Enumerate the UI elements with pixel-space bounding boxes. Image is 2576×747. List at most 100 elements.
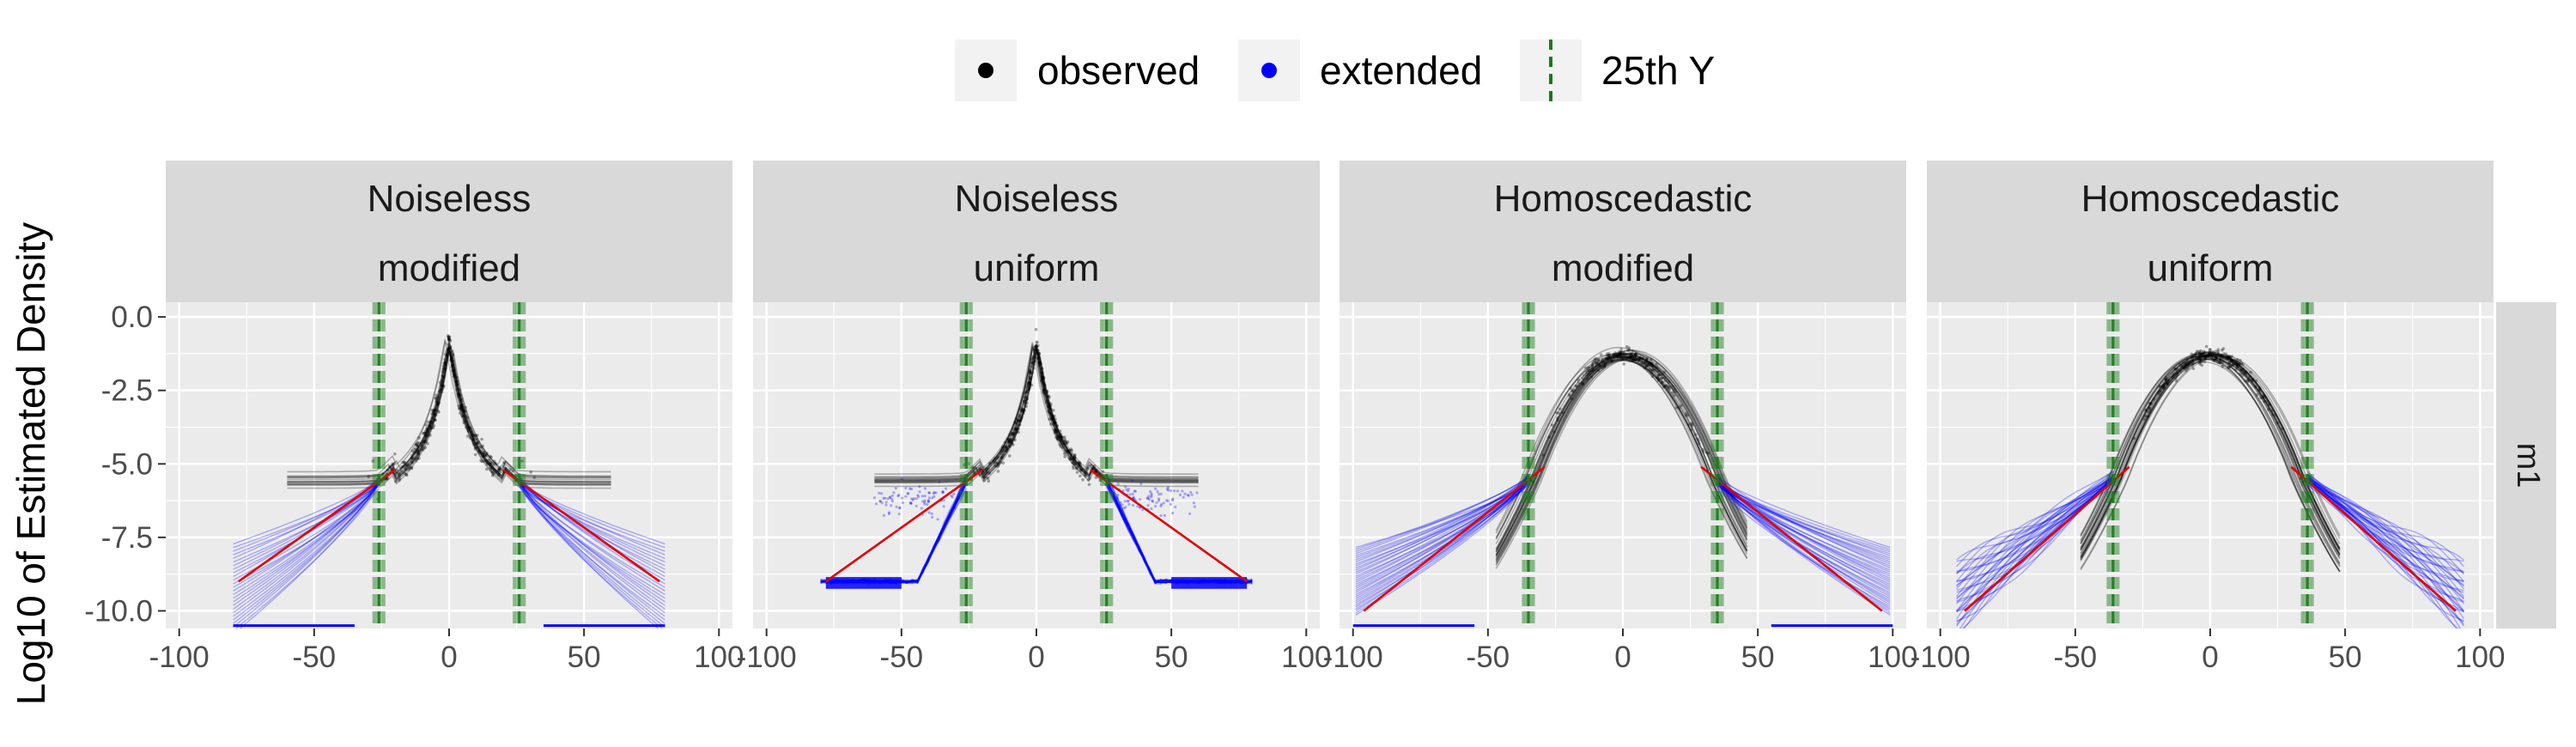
observed-point [1551, 423, 1554, 427]
x-tick-label: 50 [1155, 641, 1188, 674]
observed-point [1032, 367, 1036, 370]
observed-point [1027, 382, 1030, 386]
observed-point [1558, 407, 1562, 410]
extended-point [926, 503, 928, 506]
observed-point [398, 474, 401, 477]
extended-point [883, 514, 885, 517]
observed-point [424, 434, 428, 438]
observed-point [472, 441, 476, 445]
observed-point [2171, 376, 2174, 380]
extended-point [1127, 503, 1130, 506]
y-tick-label: 0.0 [111, 301, 153, 334]
observed-point [2255, 380, 2258, 383]
observed-point [2234, 368, 2238, 372]
observed-point [416, 449, 420, 452]
observed-point [2276, 422, 2280, 425]
observed-point [2214, 355, 2217, 358]
extended-point [938, 481, 940, 483]
observed-point [1056, 437, 1060, 440]
observed-point [1630, 353, 1633, 356]
observed-point [416, 441, 420, 445]
observed-point [1552, 430, 1556, 434]
observed-point [1702, 450, 1705, 453]
observed-point [987, 480, 991, 483]
observed-point [394, 480, 398, 483]
extended-point [1171, 499, 1174, 501]
observed-point [987, 467, 990, 471]
y-tick-label: -2.5 [101, 374, 153, 408]
observed-point [2258, 386, 2262, 390]
extended-point [888, 513, 890, 515]
observed-point [1007, 438, 1011, 441]
extended-point [1120, 501, 1122, 504]
extended-point [1132, 504, 1134, 507]
observed-point [1004, 440, 1007, 444]
observed-point [1075, 466, 1078, 470]
facet-title-line2: uniform [974, 247, 1100, 289]
extended-point [1181, 489, 1183, 492]
observed-point [1064, 440, 1067, 443]
observed-point [1571, 398, 1574, 401]
observed-point [444, 358, 447, 361]
observed-point [456, 384, 459, 387]
observed-point [503, 461, 507, 465]
observed-point [480, 438, 483, 441]
extended-point [910, 497, 913, 500]
observed-point [1597, 369, 1601, 373]
extended-point [878, 492, 880, 495]
observed-point [1587, 366, 1590, 369]
observed-point [1622, 354, 1625, 357]
observed-point [476, 442, 479, 446]
observed-point [428, 434, 432, 437]
observed-point [1035, 328, 1038, 331]
extended-point [1117, 483, 1120, 485]
observed-point [1053, 428, 1056, 432]
observed-point [2239, 373, 2242, 376]
observed-point [465, 423, 469, 427]
observed-point [1001, 454, 1005, 458]
extended-point [910, 488, 913, 490]
observed-point [1078, 475, 1082, 478]
extended-point [1127, 500, 1130, 502]
observed-point [2172, 373, 2176, 376]
observed-point [422, 432, 425, 435]
observed-point [2175, 380, 2178, 383]
observed-point [1025, 402, 1029, 405]
observed-point [471, 434, 474, 438]
observed-point [1569, 387, 1572, 391]
observed-point [1020, 416, 1024, 420]
observed-point [1601, 361, 1604, 364]
observed-point [1068, 451, 1072, 454]
observed-point [2213, 359, 2216, 362]
observed-point [2254, 386, 2257, 389]
observed-point [1582, 382, 1585, 386]
x-tick-label: 100 [2455, 641, 2505, 674]
observed-point [1651, 366, 1655, 369]
legend: observed extended 25th Y [955, 39, 1715, 101]
observed-point [997, 463, 1000, 466]
observed-point [447, 336, 451, 339]
observed-point [2202, 360, 2206, 363]
observed-point [498, 471, 501, 475]
observed-point [1690, 422, 1693, 425]
observed-point [1674, 390, 1677, 393]
extended-point [921, 495, 924, 497]
observed-point [2222, 352, 2226, 355]
observed-point [1610, 360, 1613, 363]
extended-point [928, 511, 931, 513]
observed-point [1102, 471, 1105, 474]
observed-point [2159, 386, 2162, 389]
extended-point [1163, 501, 1165, 504]
observed-point [393, 452, 397, 456]
observed-point [1031, 361, 1035, 365]
observed-point [460, 409, 464, 412]
legend-cutoff-label: 25th Y [1601, 48, 1715, 93]
observed-point [1568, 394, 1571, 398]
observed-point [455, 376, 459, 380]
observed-point [1657, 378, 1661, 381]
extended-point [1124, 485, 1127, 488]
observed-point [2158, 389, 2161, 392]
observed-point [428, 425, 432, 428]
observed-point [529, 471, 532, 474]
observed-point [386, 469, 390, 472]
